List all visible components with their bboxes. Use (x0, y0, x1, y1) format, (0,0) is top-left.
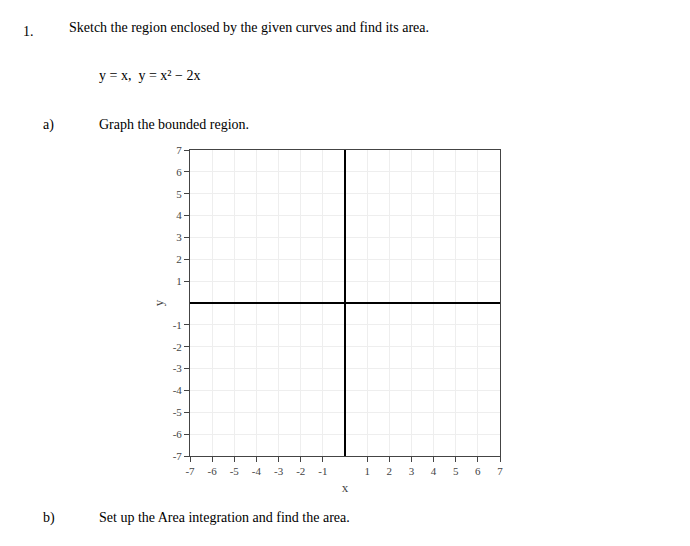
svg-text:b): b) (43, 510, 55, 526)
svg-text:3: 3 (176, 231, 182, 243)
svg-text:-6: -6 (173, 428, 183, 440)
svg-text:4: 4 (431, 465, 437, 477)
svg-text:-6: -6 (208, 465, 218, 477)
svg-text:-3: -3 (274, 465, 284, 477)
svg-text:2: 2 (176, 253, 182, 265)
svg-text:Sketch the region enclosed by: Sketch the region enclosed by the given … (69, 20, 429, 35)
svg-text:-3: -3 (173, 362, 183, 374)
svg-text:5: 5 (453, 465, 459, 477)
svg-text:7: 7 (176, 144, 182, 156)
svg-text:-7: -7 (173, 450, 183, 462)
svg-text:-4: -4 (252, 465, 262, 477)
svg-text:-5: -5 (230, 465, 240, 477)
svg-text:3: 3 (409, 465, 415, 477)
svg-text:6: 6 (176, 166, 182, 178)
svg-text:5: 5 (176, 188, 182, 200)
svg-text:4: 4 (176, 209, 182, 221)
svg-text:1.: 1. (23, 24, 34, 39)
svg-text:1: 1 (364, 465, 370, 477)
svg-text:7: 7 (497, 465, 503, 477)
svg-text:-2: -2 (296, 465, 305, 477)
svg-text:-5: -5 (173, 406, 183, 418)
svg-text:a): a) (43, 117, 54, 133)
svg-text:-7: -7 (185, 465, 195, 477)
svg-text:-4: -4 (173, 384, 183, 396)
svg-text:Graph the bounded region.: Graph the bounded region. (99, 117, 249, 132)
svg-text:2: 2 (387, 465, 393, 477)
svg-text:x: x (342, 480, 349, 495)
svg-text:y = x, y = x² − 2x: y = x, y = x² − 2x (99, 68, 200, 83)
svg-text:1: 1 (176, 275, 182, 287)
svg-text:-1: -1 (173, 319, 182, 331)
svg-text:-1: -1 (318, 465, 327, 477)
svg-text:-2: -2 (173, 341, 182, 353)
svg-text:y: y (151, 299, 166, 306)
svg-text:Set up the Area integration an: Set up the Area integration and find the… (99, 510, 350, 525)
svg-text:6: 6 (475, 465, 481, 477)
